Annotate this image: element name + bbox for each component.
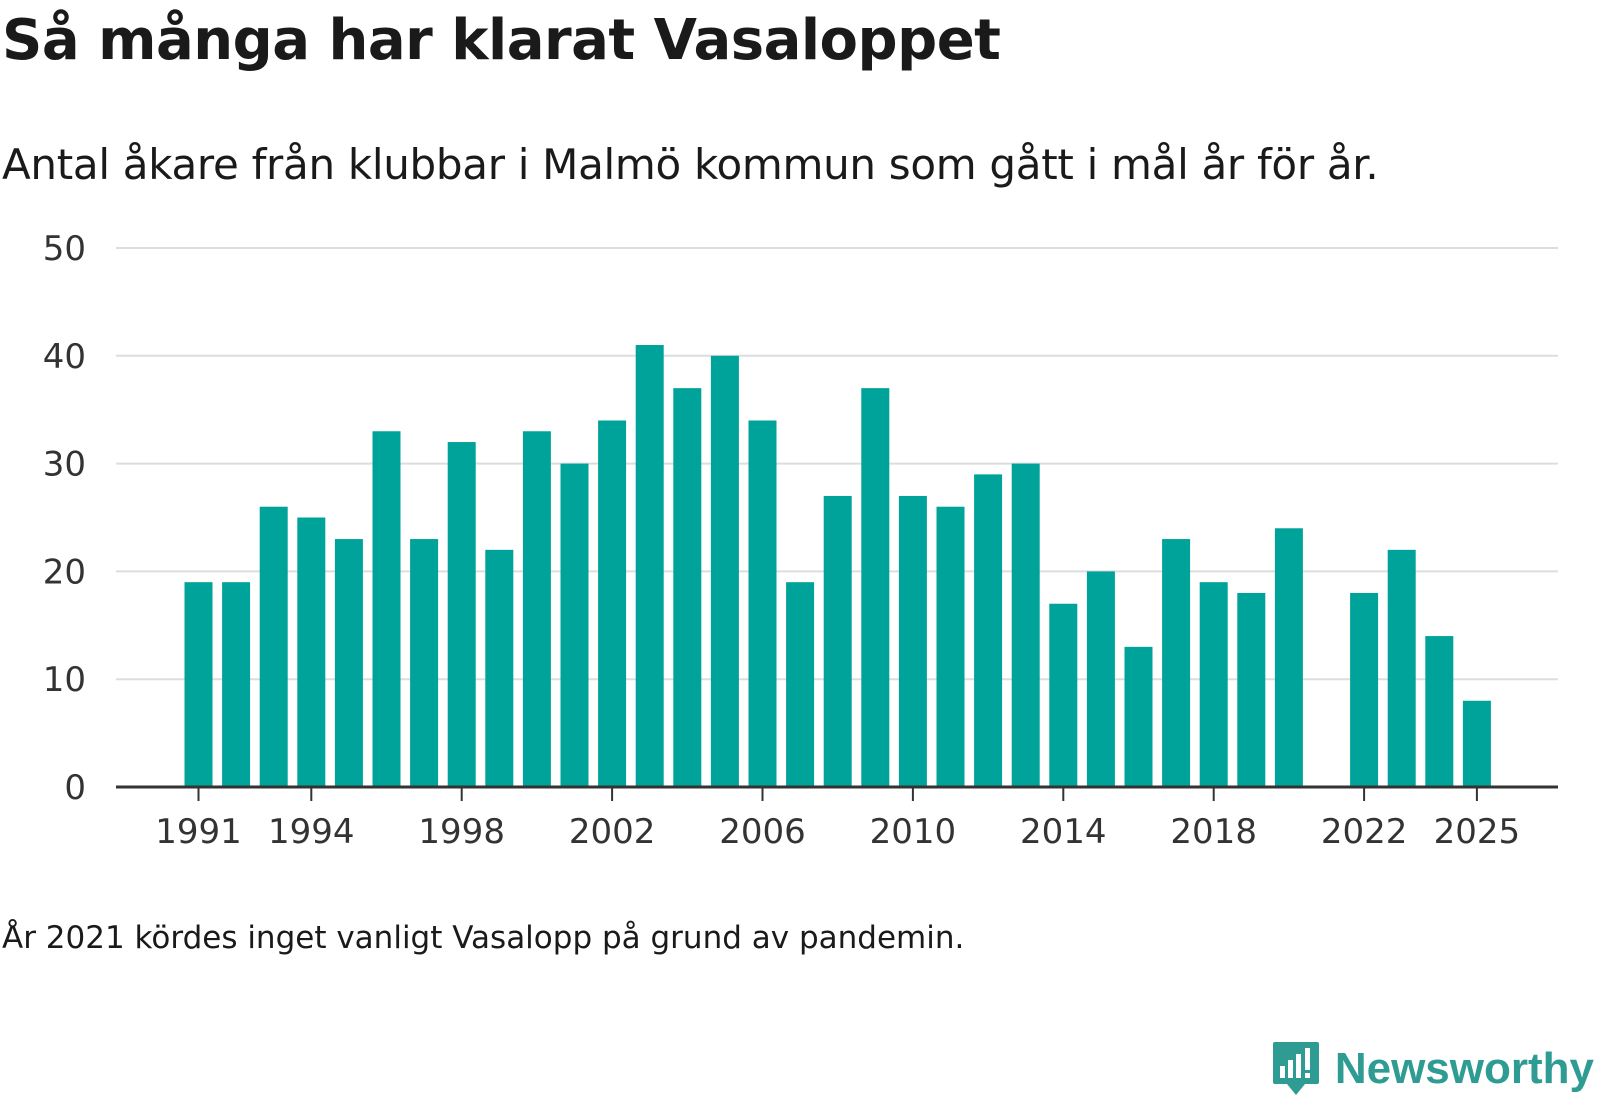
chart-title: Så många har klarat Vasaloppet: [2, 8, 1001, 73]
bar-2005: [710, 355, 739, 787]
brand-name: Newsworthy: [1334, 1044, 1594, 1093]
x-tick-label-2002: 2002: [569, 812, 656, 852]
bar-2012: [974, 474, 1003, 787]
y-tick-label-10: 10: [43, 660, 86, 700]
bar-chart: 0 10 20 30 40 50 1991 1994 1998 2002 2006 2010 2014…: [43, 229, 1558, 852]
x-tick-label-1998: 1998: [418, 812, 505, 852]
x-tick-label-2025: 2025: [1434, 812, 1521, 852]
bar-2002: [598, 420, 627, 787]
y-tick-label-30: 30: [43, 445, 86, 485]
bar-2019: [1237, 592, 1266, 787]
x-tick-label-1994: 1994: [268, 812, 355, 852]
bar-1993: [259, 506, 288, 787]
bar-2025: [1462, 700, 1491, 787]
bar-1999: [485, 549, 514, 787]
bar-1991: [184, 582, 213, 787]
bar-2023: [1387, 549, 1416, 787]
bar-1997: [410, 539, 439, 787]
brand-logo: Newsworthy: [1271, 1040, 1594, 1098]
chart-subtitle: Antal åkare från klubbar i Malmö kommun …: [2, 140, 1379, 189]
x-tick-label-1991: 1991: [155, 812, 242, 852]
x-tick-label-2018: 2018: [1170, 812, 1257, 852]
y-tick-label-0: 0: [64, 768, 86, 808]
y-axis-ticks: 0 10 20 30 40 50: [43, 229, 86, 808]
x-tick-label-2006: 2006: [719, 812, 806, 852]
bar-2009: [861, 388, 890, 787]
bar-2024: [1425, 636, 1454, 787]
bar-2001: [560, 463, 589, 787]
bar-2008: [823, 495, 852, 787]
x-axis-ticks: 1991 1994 1998 2002 2006 2010 2014 2018 2022 2025: [155, 787, 1520, 852]
x-tick-label-2022: 2022: [1321, 812, 1408, 852]
bar-2013: [1011, 463, 1040, 787]
bar-2004: [673, 388, 702, 787]
bar-2022: [1350, 592, 1379, 787]
bar-1994: [297, 517, 326, 787]
bars: [184, 345, 1491, 787]
bar-1992: [222, 582, 251, 787]
y-tick-label-40: 40: [43, 337, 86, 377]
bar-1998: [447, 442, 476, 787]
bar-2020: [1274, 528, 1303, 787]
bar-1996: [372, 431, 401, 787]
x-tick-label-2010: 2010: [870, 812, 957, 852]
bar-2010: [898, 495, 927, 787]
bar-2011: [936, 506, 965, 787]
bar-2016: [1124, 646, 1153, 787]
bar-2000: [522, 431, 551, 787]
bar-chart-bubble-icon: [1272, 1042, 1319, 1095]
y-tick-label-50: 50: [43, 229, 86, 269]
bar-2006: [748, 420, 777, 787]
bar-1995: [334, 539, 363, 787]
bar-2014: [1049, 603, 1078, 787]
bar-2007: [786, 582, 815, 787]
y-tick-label-20: 20: [43, 552, 86, 592]
bar-2018: [1199, 582, 1228, 787]
chart-footnote: År 2021 kördes inget vanligt Vasalopp på…: [2, 920, 965, 956]
bar-2015: [1086, 571, 1115, 787]
bar-2003: [635, 345, 664, 787]
x-tick-label-2014: 2014: [1020, 812, 1107, 852]
bar-2017: [1162, 539, 1191, 787]
